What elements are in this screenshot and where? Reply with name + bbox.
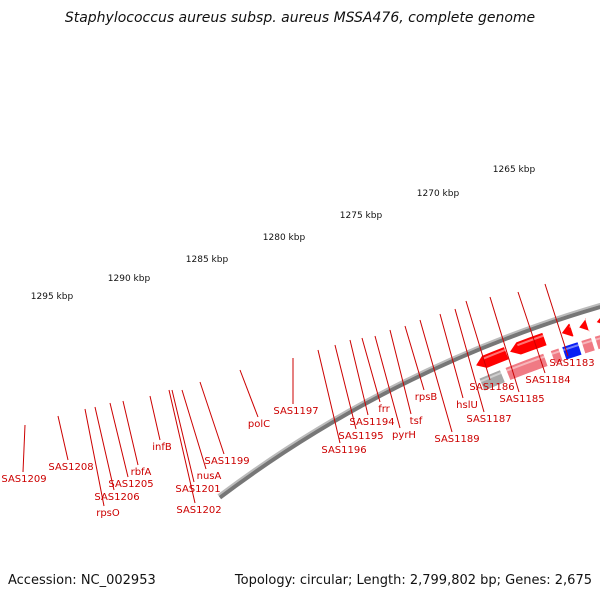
forward-gene — [510, 332, 547, 355]
forward-gene-highlight — [517, 334, 544, 347]
label-leader-line — [84, 408, 105, 507]
label-leader-line — [544, 283, 569, 357]
tick-label: 1270 kbp — [417, 189, 460, 199]
gene-label: hslU — [456, 400, 478, 411]
label-leader-line — [22, 424, 26, 473]
label-leader-line — [334, 344, 357, 430]
label-leader-line — [517, 291, 546, 374]
forward-gene — [561, 323, 574, 337]
reverse-gene-highlight — [562, 344, 579, 352]
gene-label: rpsO — [96, 508, 120, 519]
gene-label: SAS1206 — [94, 492, 139, 503]
reverse-gene-highlight — [551, 350, 560, 355]
label-leader-line — [465, 300, 491, 381]
label-leader-line — [239, 369, 259, 418]
gene-label: SAS1196 — [321, 445, 366, 456]
label-leader-line — [168, 389, 196, 504]
reverse-gene-highlight — [506, 355, 545, 372]
gene-label: frr — [378, 404, 390, 415]
topology-text: Topology: circular; Length: 2,799,802 bp… — [234, 573, 592, 588]
reverse-gene — [505, 353, 548, 381]
reverse-gene — [479, 370, 505, 391]
map-title: Staphylococcus aureus subsp. aureus MSSA… — [65, 10, 535, 26]
label-leader-line — [439, 313, 464, 399]
gene-label: SAS1195 — [338, 431, 383, 442]
gene-label: rpsB — [415, 392, 438, 403]
label-leader-line — [109, 402, 129, 478]
gene-label: SAS1187 — [466, 414, 511, 425]
reverse-gene — [594, 335, 600, 350]
gene-label: SAS1185 — [499, 394, 544, 405]
gene-label: rbfA — [131, 467, 152, 478]
reverse-strand-genes — [479, 335, 600, 391]
gene-label: pyrH — [392, 430, 416, 441]
gene-label: SAS1194 — [349, 417, 394, 428]
forward-gene — [476, 347, 509, 368]
gene-label: SAS1202 — [176, 505, 221, 516]
gene-label: SAS1201 — [175, 484, 220, 495]
gene-label: SAS1205 — [108, 479, 153, 490]
forward-gene — [579, 318, 590, 332]
tick-label: 1275 kbp — [340, 211, 383, 221]
label-leader-line — [94, 406, 115, 491]
label-leader-line — [489, 296, 520, 393]
label-leader-lines — [22, 283, 569, 507]
reverse-gene — [562, 342, 582, 360]
tick-label: 1280 kbp — [263, 233, 306, 243]
gene-label: polC — [248, 419, 270, 430]
gene-label: SAS1189 — [434, 434, 479, 445]
gene-label: infB — [152, 442, 172, 453]
label-leader-line — [57, 415, 69, 461]
gene-label: SAS1208 — [48, 462, 93, 473]
tick-label: 1295 kbp — [31, 292, 74, 302]
forward-gene — [596, 318, 600, 324]
label-leader-line — [454, 308, 485, 413]
gene-label: SAS1209 — [1, 474, 46, 485]
reverse-gene — [550, 348, 563, 364]
gene-label: SAS1199 — [204, 456, 249, 467]
position-tick-labels: 1265 kbp 1270 kbp 1275 kbp 1280 kbp 1285 kbp… — [31, 165, 536, 302]
gene-label: SAS1197 — [273, 406, 318, 417]
tick-label: 1285 kbp — [186, 255, 229, 265]
label-leader-line — [199, 381, 225, 455]
accession-text: Accession: NC_002953 — [8, 573, 156, 588]
tick-label: 1265 kbp — [493, 165, 536, 175]
label-leader-line — [374, 335, 401, 429]
gene-label: SAS1183 — [549, 358, 594, 369]
label-leader-line — [349, 339, 369, 416]
label-leader-line — [404, 325, 425, 391]
label-leader-line — [389, 329, 412, 415]
tick-label: 1290 kbp — [108, 274, 151, 284]
label-leader-line — [149, 395, 161, 441]
reverse-gene-highlight — [581, 339, 593, 345]
label-leader-line — [171, 389, 195, 483]
gene-label: SAS1186 — [469, 382, 514, 393]
gene-label: SAS1184 — [525, 375, 570, 386]
label-leader-line — [419, 319, 453, 433]
reverse-gene — [581, 337, 595, 354]
label-leader-line — [181, 389, 207, 470]
gene-label: nusA — [197, 471, 222, 482]
reverse-gene-highlight — [480, 372, 502, 383]
genome-backbone-shadow — [217, 302, 600, 496]
genome-backbone — [218, 305, 600, 500]
label-leader-line — [317, 349, 341, 444]
label-leader-line — [361, 337, 381, 403]
forward-strand-genes — [476, 318, 600, 368]
gene-label: tsf — [410, 416, 423, 427]
label-leader-line — [122, 400, 139, 466]
